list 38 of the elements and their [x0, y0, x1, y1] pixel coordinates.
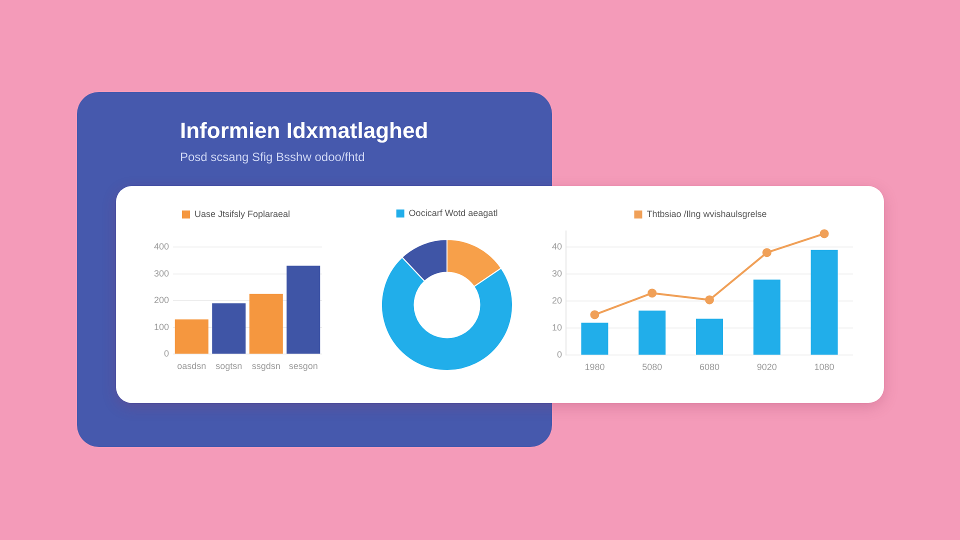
bar	[581, 322, 608, 355]
legend-label: Thtbsiao /Ilng wvishaulsgrelse	[646, 208, 767, 219]
y-tick-label: 0	[556, 350, 562, 360]
bar	[174, 319, 208, 354]
x-tick-label: ssgdsn	[252, 361, 280, 372]
y-tick-label: 0	[164, 348, 170, 359]
bar	[753, 280, 780, 355]
legend-label: Oocicarf Wotd aeagatl	[408, 208, 498, 218]
y-tick-label: 400	[154, 241, 170, 252]
bar	[212, 303, 246, 354]
legend-label: Uase Jtsifsly Foplaraeal	[194, 208, 290, 219]
y-tick-label: 10	[552, 322, 562, 333]
point	[590, 310, 600, 320]
x-tick-label: 1080	[814, 362, 834, 372]
x-tick-label: 9020	[756, 362, 777, 372]
point	[648, 288, 657, 298]
point	[705, 295, 714, 304]
bar	[638, 310, 666, 355]
y-tick-label: 300	[154, 268, 170, 278]
bar	[286, 266, 320, 354]
y-tick-label: 20	[552, 296, 562, 306]
x-tick-label: sogtsn	[216, 361, 242, 372]
bar	[696, 318, 723, 355]
text: Informien Idxmatlaghed	[180, 118, 428, 144]
x-tick-label: 5080	[642, 362, 662, 372]
x-tick-label: 6080	[699, 362, 720, 372]
point	[762, 248, 772, 258]
y-tick-label: 40	[552, 242, 562, 252]
y-tick-label: 200	[154, 295, 170, 306]
x-tick-label: 1980	[584, 362, 605, 372]
y-tick-label: 100	[154, 322, 170, 332]
bar	[249, 294, 283, 354]
point	[820, 229, 829, 238]
y-tick-label: 30	[552, 268, 562, 279]
bar	[810, 250, 838, 355]
x-tick-label: oasdsn	[177, 361, 206, 372]
text: Posd scsang Sfig Bsshw odoo/fhtd	[180, 150, 366, 165]
x-tick-label: sesgon	[288, 361, 318, 372]
